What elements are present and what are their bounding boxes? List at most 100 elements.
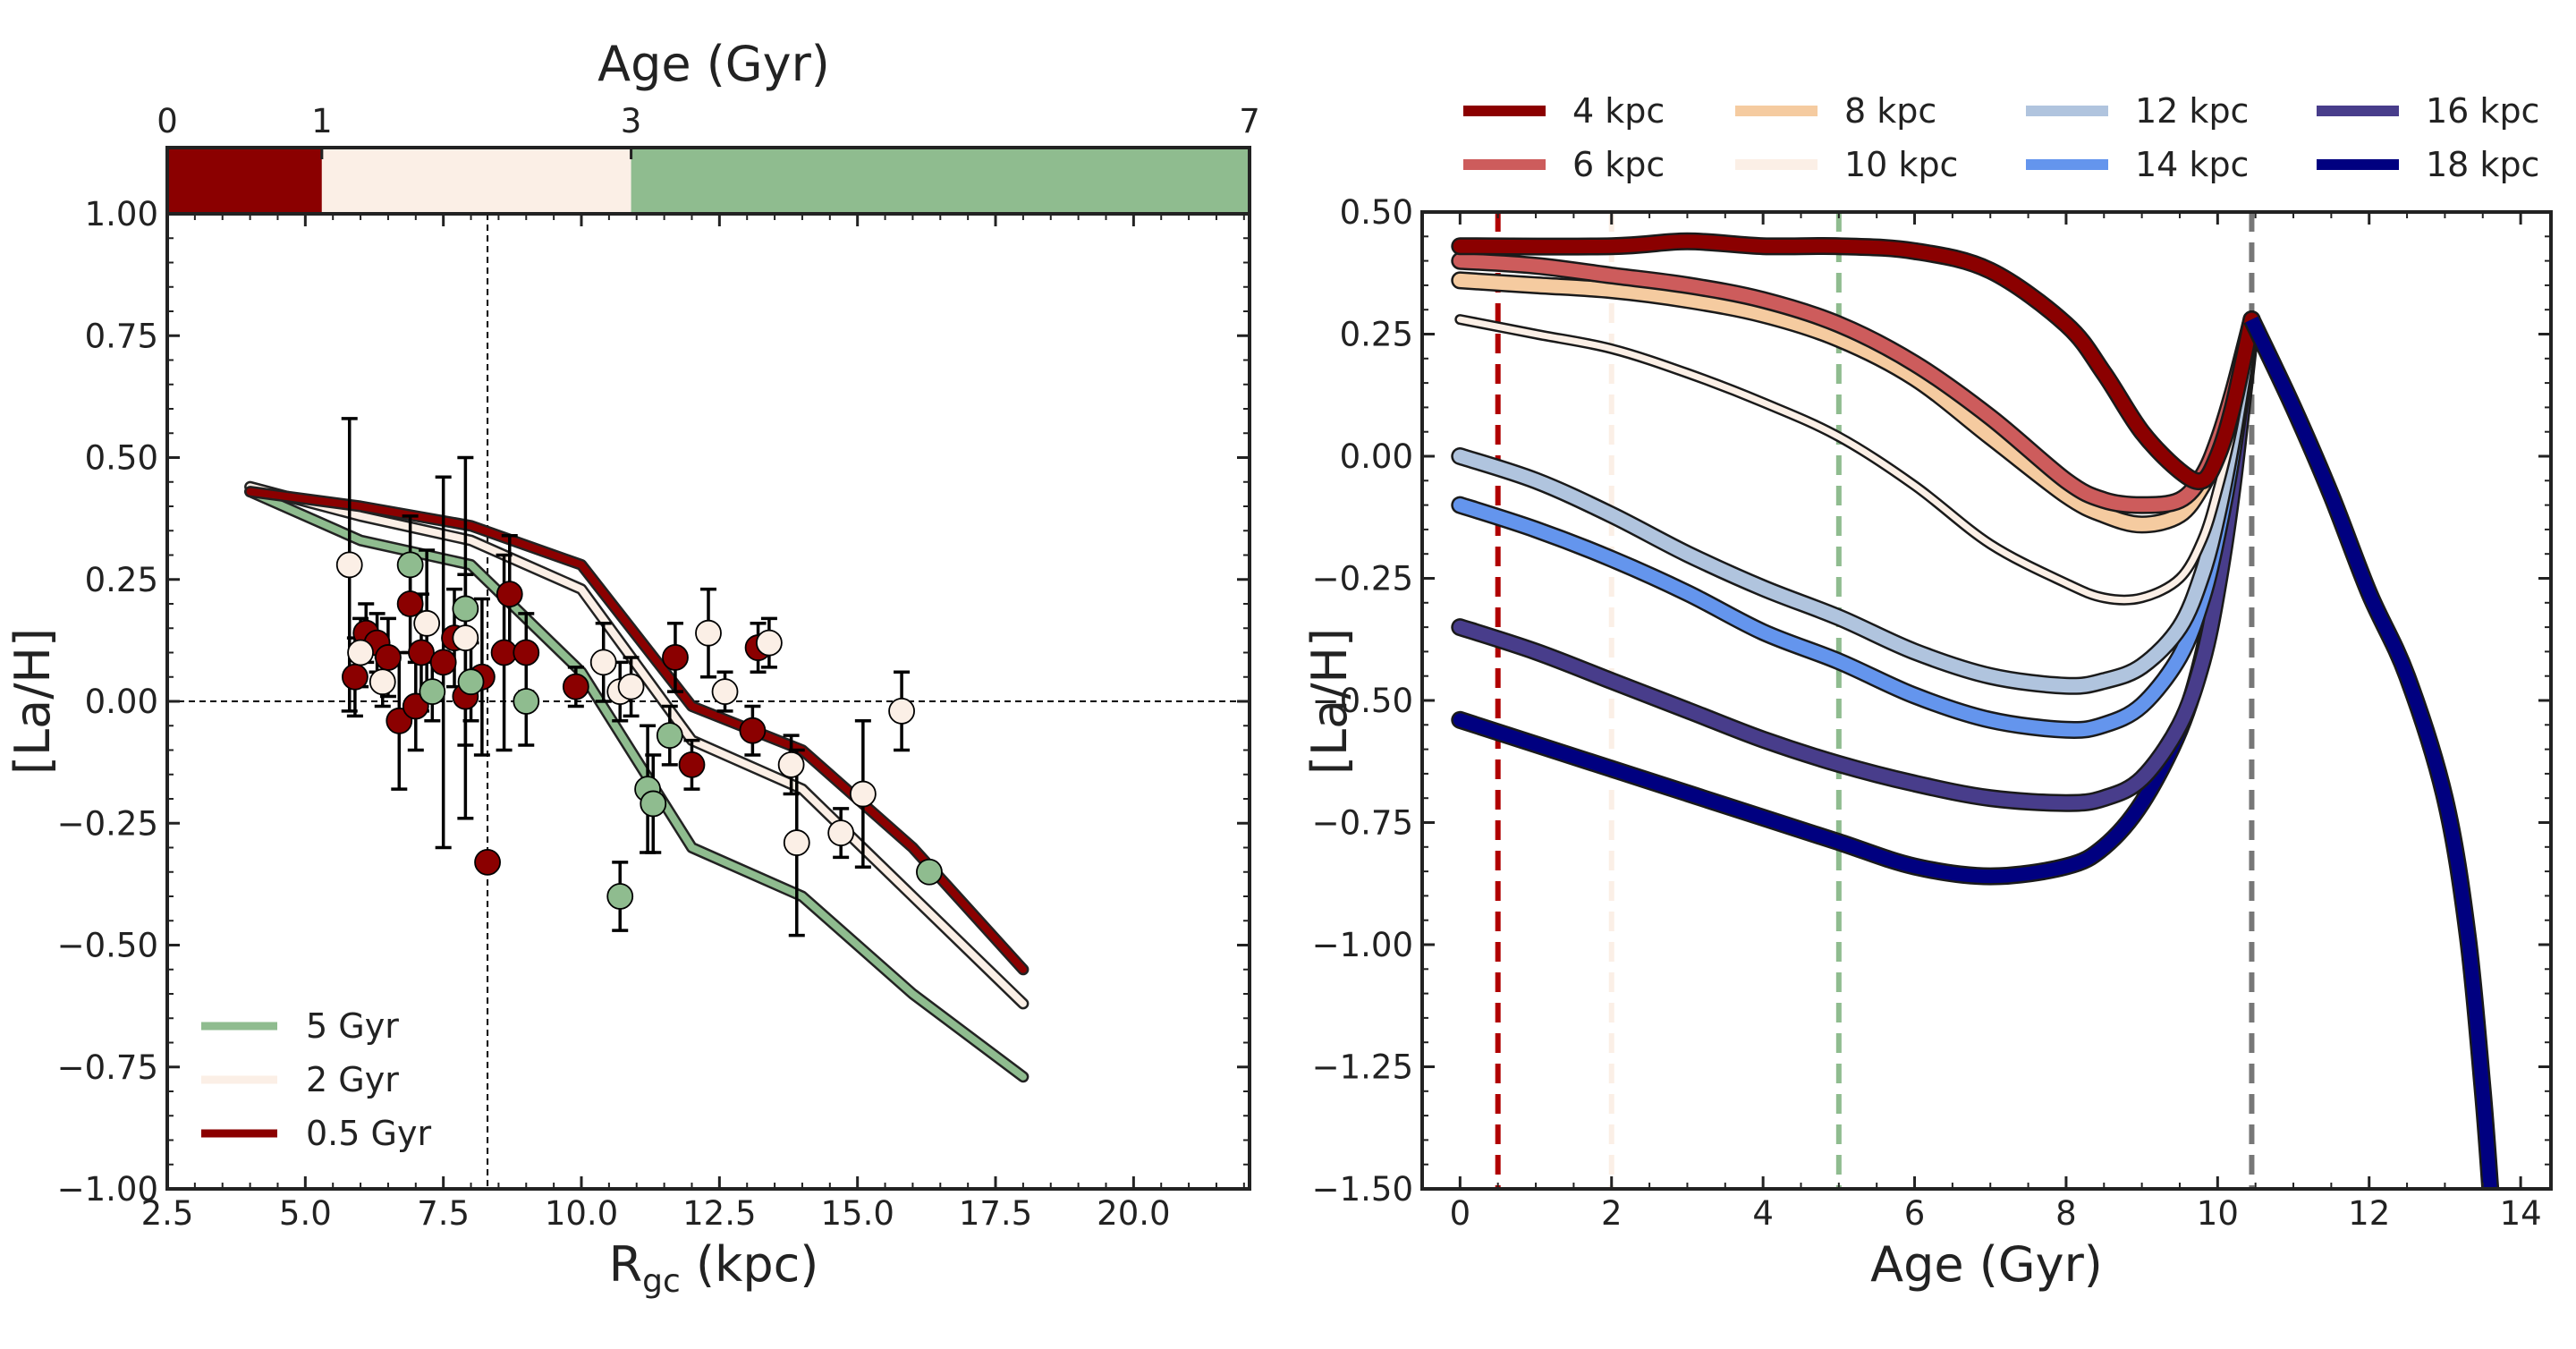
age-color-bar	[167, 148, 1250, 214]
right-legend: 4 kpc 6 kpc 8 kpc 10 kpc 12 kpc 14 kpc 16 kpc 1…	[1463, 91, 2539, 184]
age-bar-tick-label: 7	[1239, 102, 1260, 140]
data-point-mid	[777, 751, 805, 778]
left-x-label: Rgc (kpc)	[609, 1236, 819, 1300]
y-tick-label: 1.00	[85, 195, 158, 233]
data-point-young	[419, 678, 446, 705]
x-tick-label: 5.0	[279, 1194, 332, 1233]
data-point-mid	[711, 678, 739, 705]
y-tick-label: −0.50	[1312, 682, 1413, 720]
x-tick-label: 8	[2055, 1194, 2077, 1233]
right-panel: 0 2 4 6 8 10 12 14 −1.50 −1.25 −1.00 −0.75 −0.50 −0.2…	[1301, 91, 2553, 1293]
track-outline	[1451, 251, 2261, 514]
y-tick-label: 0.50	[1340, 193, 1413, 232]
data-point-old	[678, 751, 706, 778]
left-y-label: [La/H]	[4, 628, 61, 775]
data-point-old	[662, 644, 689, 671]
right-x-label: Age (Gyr)	[1870, 1236, 2103, 1293]
x-tick-label: 12	[2348, 1194, 2390, 1233]
x-tick-label: 10.0	[545, 1194, 618, 1233]
data-point-mid	[413, 609, 441, 637]
data-point-old	[496, 581, 523, 607]
data-point-old	[396, 590, 424, 617]
y-tick-label: 0.25	[1340, 316, 1413, 354]
data-point-old	[375, 644, 402, 671]
gradient-lines	[244, 480, 1030, 1083]
y-tick-label: −1.00	[57, 1170, 158, 1209]
track-outline	[1454, 314, 2258, 606]
data-point-old	[408, 639, 435, 666]
legend-label: 8 kpc	[1844, 91, 1936, 131]
top-axis-label: Age (Gyr)	[597, 36, 830, 92]
data-point-young	[640, 790, 667, 818]
y-tick-label: −0.25	[1312, 560, 1413, 598]
left-axis-ticks: 2.5 5.0 7.5 10.0 12.5 15.0 17.5 20.0 −1.00 −0.75 −…	[57, 195, 1250, 1233]
x-tick-label: 15.0	[820, 1194, 894, 1233]
legend-label: 2 Gyr	[306, 1060, 399, 1099]
data-point-old	[429, 649, 457, 676]
x-tick-label: 20.0	[1097, 1194, 1170, 1233]
legend-label: 12 kpc	[2135, 91, 2249, 131]
data-point-old	[513, 639, 540, 666]
right-y-label: [La/H]	[1301, 628, 1358, 775]
age-bar-segment	[631, 148, 1250, 214]
legend-label: 5 Gyr	[306, 1006, 399, 1046]
x-tick-label: 2	[1601, 1194, 1623, 1233]
x-tick-label: 6	[1904, 1194, 1926, 1233]
age-bar-tick-label: 3	[621, 102, 642, 140]
y-tick-label: −0.25	[57, 804, 158, 843]
y-tick-label: −1.50	[1312, 1170, 1413, 1209]
x-tick-label: 12.5	[682, 1194, 756, 1233]
legend-label: 10 kpc	[1844, 145, 1958, 184]
left-panel: Age (Gyr) 0 1 3 7 2.5 5.0 7.5 10.0 12.5 15.0 17.5…	[4, 36, 1260, 1300]
y-tick-label: −1.25	[1312, 1048, 1413, 1087]
data-point-mid	[827, 819, 855, 847]
data-point-mid	[888, 698, 915, 725]
age-bar-tick-label: 0	[157, 102, 178, 140]
data-point-young	[396, 551, 424, 579]
data-point-mid	[849, 780, 877, 808]
y-tick-label: 0.00	[85, 683, 158, 721]
data-point-mid	[347, 639, 374, 666]
data-point-young	[452, 595, 479, 623]
legend-label: 16 kpc	[2426, 91, 2539, 131]
data-point-old	[341, 663, 369, 691]
y-tick-label: 0.25	[85, 561, 158, 599]
track-tail	[2245, 316, 2497, 1190]
gradient-line-5-Gyr	[246, 488, 1027, 1081]
data-point-young	[916, 858, 943, 886]
age-tracks	[1451, 232, 2500, 1190]
x-tick-label: 4	[1752, 1194, 1774, 1233]
gradient-line-outline	[244, 480, 1030, 1010]
legend-label: 4 kpc	[1572, 91, 1665, 131]
data-point-mid	[452, 624, 479, 652]
age-bar-segment	[167, 148, 322, 214]
data-point-mid	[589, 649, 617, 676]
data-point-mid	[783, 829, 810, 856]
data-point-young	[606, 883, 634, 910]
left-legend: 5 Gyr 2 Gyr 0.5 Gyr	[201, 1006, 431, 1153]
y-tick-label: −1.00	[1312, 926, 1413, 964]
legend-label: 0.5 Gyr	[306, 1114, 431, 1153]
right-axis-ticks: 0 2 4 6 8 10 12 14 −1.50 −1.25 −1.00 −0.75 −0.50 −0.2…	[1312, 193, 2551, 1233]
track-4-kpc	[1453, 234, 2258, 488]
data-point-mid	[756, 629, 783, 657]
data-point-mid	[369, 668, 396, 696]
track-6-kpc	[1453, 254, 2258, 513]
x-tick-label: 14	[2500, 1194, 2542, 1233]
track-16-kpc	[1453, 312, 2258, 810]
cluster-points	[335, 417, 943, 938]
age-bar-segment	[321, 148, 631, 214]
y-tick-label: −0.75	[57, 1048, 158, 1087]
tail-outline	[2243, 315, 2500, 1190]
data-point-mid	[617, 673, 645, 700]
x-tick-label: 10	[2197, 1194, 2239, 1233]
x-tick-label: 0	[1450, 1194, 1471, 1233]
data-point-young	[457, 668, 485, 696]
data-point-mid	[695, 619, 722, 647]
x-tick-label: 7.5	[417, 1194, 470, 1233]
data-point-young	[656, 722, 683, 750]
x-tick-label: 2.5	[141, 1194, 194, 1233]
y-tick-label: −0.50	[57, 927, 158, 965]
data-point-old	[739, 717, 767, 744]
y-tick-label: −0.75	[1312, 804, 1413, 843]
